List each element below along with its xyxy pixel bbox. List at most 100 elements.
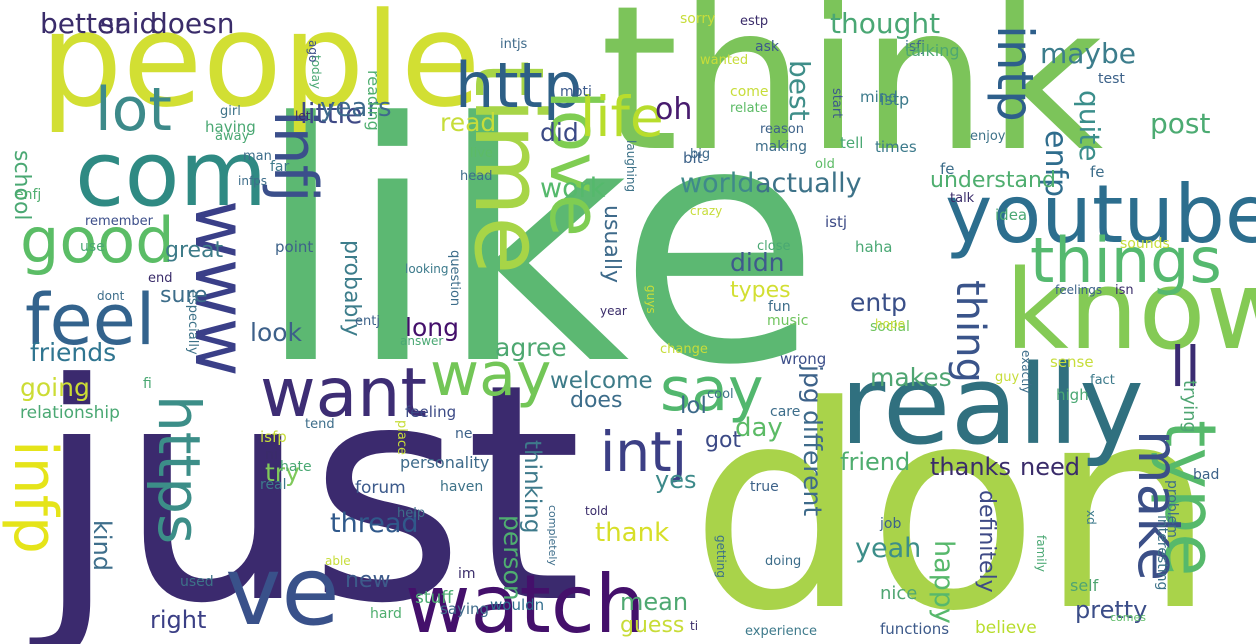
word-fe: fe bbox=[940, 160, 955, 178]
word-things: things bbox=[1030, 224, 1222, 297]
word-point: point bbox=[275, 238, 314, 256]
word-live: live bbox=[470, 146, 493, 161]
word-completely: completely bbox=[546, 505, 559, 566]
word-far: far bbox=[270, 159, 290, 175]
word-really: really bbox=[840, 341, 1145, 469]
word-read: read bbox=[440, 108, 497, 137]
word-comes: comes bbox=[1110, 611, 1146, 624]
word-person: person bbox=[498, 515, 527, 601]
word-hard: hard bbox=[370, 606, 402, 622]
word-girl: girl bbox=[220, 104, 241, 119]
word-talk: talk bbox=[950, 191, 975, 206]
word-change: change bbox=[660, 342, 708, 357]
word-lol: lol bbox=[680, 393, 707, 419]
word-dont: dont bbox=[97, 289, 125, 303]
word-haha: haha bbox=[855, 238, 893, 256]
word-enfj: enfj bbox=[15, 187, 42, 203]
word-entp: entp bbox=[850, 288, 907, 317]
word-people: people bbox=[40, 0, 481, 136]
word-tell: tell bbox=[840, 134, 864, 152]
word-looking: looking bbox=[405, 262, 449, 276]
word-relationship: relationship bbox=[20, 403, 120, 423]
word-feel: feel bbox=[25, 279, 156, 361]
word-away: away bbox=[215, 129, 250, 144]
word-world: world bbox=[680, 168, 755, 199]
word-isfp: isfp bbox=[260, 428, 287, 446]
word-making: making bbox=[755, 139, 807, 155]
word-guy: guy bbox=[995, 370, 1020, 385]
word-day: day bbox=[735, 413, 783, 443]
word-tend: tend bbox=[305, 417, 335, 432]
word-going: going bbox=[20, 373, 90, 402]
word-welcome: welcome bbox=[550, 368, 653, 394]
word-im: im bbox=[458, 566, 476, 582]
word-try: try bbox=[265, 458, 300, 487]
word-enfp: enfp bbox=[1038, 130, 1073, 198]
word-thing: thing bbox=[947, 280, 993, 383]
word-great: great bbox=[165, 238, 224, 263]
word-love: love bbox=[534, 90, 616, 237]
word-used: used bbox=[180, 574, 214, 590]
word-understand: understand bbox=[930, 168, 1056, 193]
word-maybe: maybe bbox=[1040, 37, 1137, 70]
word-look: look bbox=[250, 318, 303, 347]
word-especially: especially bbox=[185, 290, 200, 355]
word-feeling: feeling bbox=[405, 403, 457, 421]
word-laughing: laughing bbox=[624, 140, 638, 193]
word-problem: problem bbox=[1164, 480, 1180, 538]
word-jpg: jpg bbox=[798, 365, 827, 404]
word-right: right bbox=[150, 606, 207, 634]
word-years: years bbox=[320, 93, 392, 123]
word-family: family bbox=[1034, 535, 1048, 573]
word-help: help bbox=[397, 506, 426, 521]
word-fact: fact bbox=[1090, 373, 1115, 388]
word-mind: mind bbox=[860, 88, 898, 106]
word-ni: ni bbox=[265, 447, 278, 463]
word-make: make bbox=[1126, 430, 1190, 582]
word-entj: entj bbox=[355, 314, 380, 329]
word-close: close bbox=[757, 239, 791, 254]
word-doesn: doesn bbox=[150, 7, 235, 40]
word-school: school bbox=[9, 150, 34, 221]
word-thread: thread bbox=[330, 508, 419, 539]
word-told: told bbox=[585, 504, 608, 518]
word-actually: actually bbox=[755, 168, 862, 199]
word-relate: relate bbox=[730, 101, 768, 116]
word-got: got bbox=[705, 428, 742, 453]
word-little: little bbox=[300, 97, 363, 130]
word-self: self bbox=[1070, 576, 1099, 595]
word-forum: forum bbox=[355, 478, 406, 498]
word-thinking: thinking bbox=[519, 440, 545, 534]
word-ve: ve bbox=[225, 537, 340, 644]
word-long: long bbox=[405, 313, 459, 342]
word-wrong: wrong bbox=[780, 350, 827, 368]
word-good: good bbox=[20, 204, 175, 277]
word-don: don bbox=[690, 347, 1217, 644]
word-isfj: isfj bbox=[905, 39, 926, 55]
word-watch: watch bbox=[405, 558, 646, 644]
word-usually: usually bbox=[599, 205, 624, 284]
word-sorry: sorry bbox=[680, 11, 716, 27]
word-answer: answer bbox=[400, 334, 444, 348]
word-real: real bbox=[260, 477, 287, 493]
word-exactly: exactly bbox=[1019, 350, 1033, 394]
word-big: big bbox=[690, 147, 711, 162]
word-wanted: wanted bbox=[700, 53, 749, 68]
word-probably: probably bbox=[339, 240, 364, 337]
word-need: need bbox=[1020, 453, 1080, 481]
word-life: life bbox=[580, 85, 664, 149]
word-mean: mean bbox=[620, 588, 689, 616]
word-https: https bbox=[145, 395, 213, 545]
word-having: having bbox=[205, 118, 256, 136]
word-trying: trying bbox=[1179, 380, 1200, 433]
word-fi: fi bbox=[143, 376, 152, 392]
word-idea: idea bbox=[995, 206, 1028, 224]
word-thank: thank bbox=[595, 518, 670, 548]
word-haven: haven bbox=[440, 479, 484, 495]
word-stuff: stuff bbox=[415, 588, 454, 608]
word-say: say bbox=[660, 355, 764, 425]
word-today: today bbox=[309, 55, 323, 90]
word-different: different bbox=[798, 410, 827, 517]
word-way: way bbox=[430, 340, 552, 410]
word-reason: reason bbox=[760, 122, 804, 137]
